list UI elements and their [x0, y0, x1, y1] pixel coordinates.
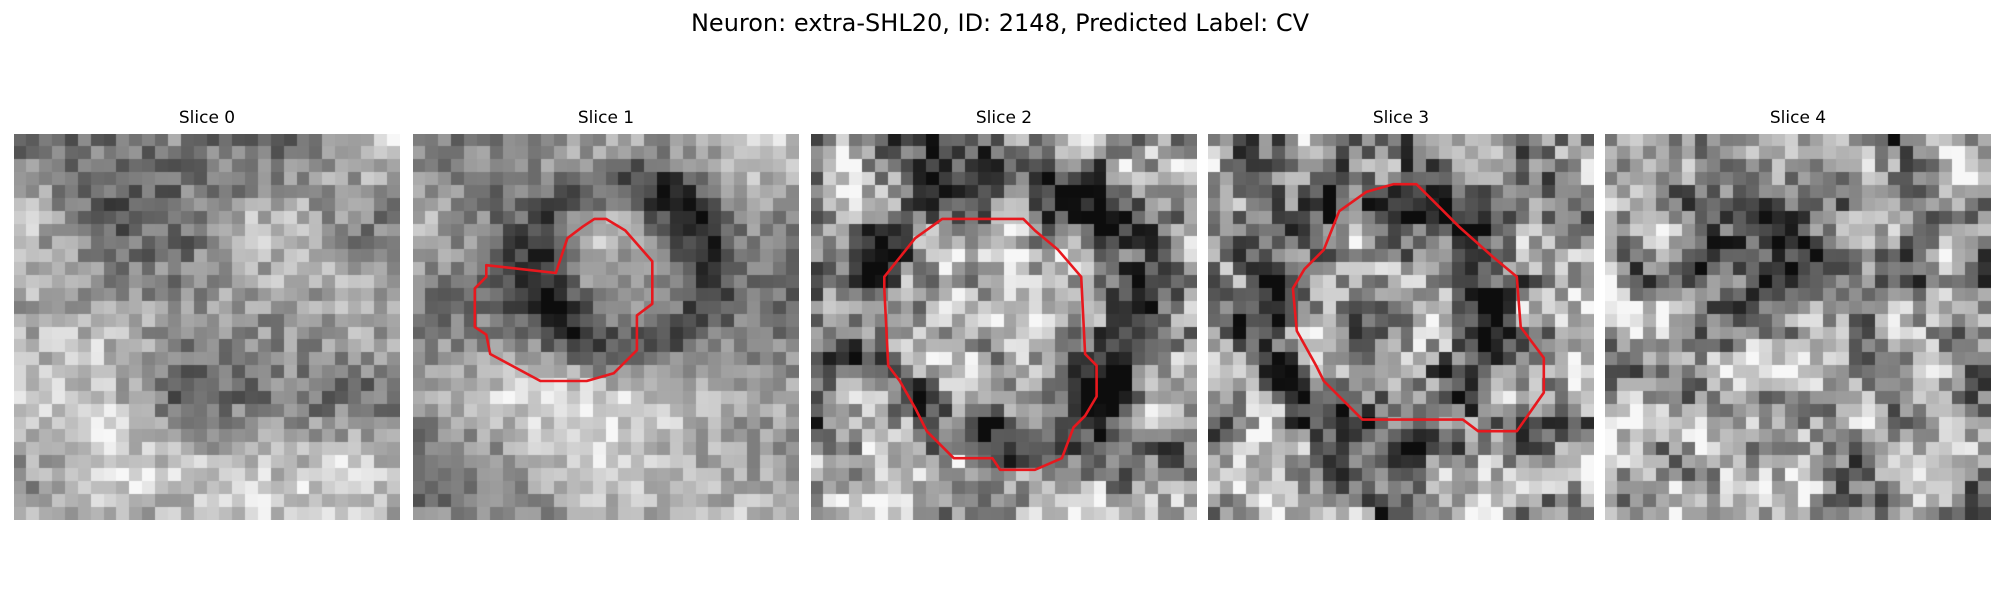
slice-panel-1: Slice 1 [413, 108, 799, 520]
slice-title: Slice 1 [577, 108, 635, 128]
slice-title: Slice 0 [178, 108, 236, 128]
slice-image [1208, 134, 1594, 520]
figure-title: Neuron: extra-SHL20, ID: 2148, Predicted… [690, 9, 1310, 37]
slice-image [1605, 134, 1991, 520]
slice-panel-3: Slice 3 [1208, 108, 1594, 520]
slice-title: Slice 3 [1372, 108, 1430, 128]
slice-panel-2: Slice 2 [811, 108, 1197, 520]
slice-panel-4: Slice 4 [1605, 108, 1991, 520]
slice-panel-0: Slice 0 [14, 108, 400, 520]
slice-image [413, 134, 799, 520]
slice-title: Slice 4 [1769, 108, 1827, 128]
slice-title: Slice 2 [975, 108, 1033, 128]
slice-image [811, 134, 1197, 520]
slice-image [14, 134, 400, 520]
